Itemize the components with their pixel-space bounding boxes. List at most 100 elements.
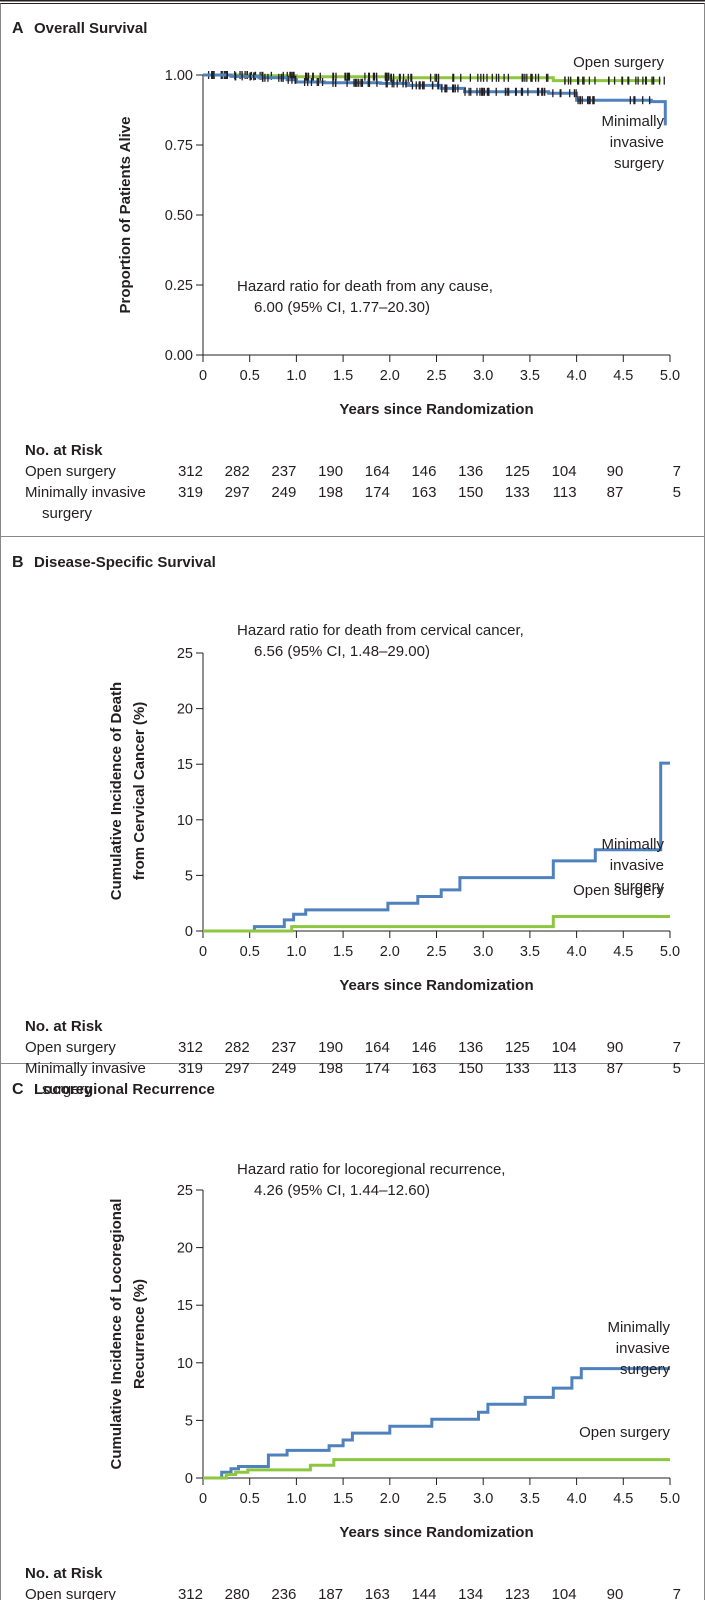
risk-count: 174: [365, 484, 390, 501]
risk-count: 5: [673, 1060, 681, 1077]
x-axis-title: Years since Randomization: [339, 977, 533, 994]
y-axis-title: Cumulative Incidence of Locoregional: [108, 1199, 125, 1470]
y-tick-label: 0.00: [165, 348, 193, 364]
risk-count: 312: [178, 1039, 203, 1056]
risk-count: 133: [505, 484, 530, 501]
series-label: invasive: [616, 1340, 670, 1357]
x-tick-label: 3.0: [473, 368, 493, 384]
x-tick-label: 4.5: [613, 1491, 633, 1507]
x-tick-label: 0.5: [240, 1491, 260, 1507]
risk-count: 297: [225, 1060, 250, 1077]
series-line-b: [203, 73, 667, 126]
risk-count: 190: [318, 463, 343, 480]
y-tick-label: 0.50: [165, 208, 193, 224]
y-tick-label: 10: [177, 1356, 193, 1372]
series-line-a: [203, 1367, 670, 1480]
risk-count: 163: [365, 1586, 390, 1600]
hazard-ratio-annotation: Hazard ratio for death from cervical can…: [237, 622, 524, 639]
risk-count: 104: [552, 463, 577, 480]
series-label: surgery: [614, 878, 665, 895]
x-tick-label: 3.5: [520, 368, 540, 384]
series-label: Open surgery: [573, 54, 664, 71]
y-tick-label: 20: [177, 1241, 193, 1257]
y-axis-title: Recurrence (%): [131, 1279, 148, 1389]
panel-b: B Disease-Specific Survival 0 5 10 15 20 25 0 0.5…: [12, 554, 681, 1098]
risk-count: 150: [458, 1060, 483, 1077]
risk-count: 249: [271, 1060, 296, 1077]
x-tick-label: 1.0: [286, 1491, 306, 1507]
x-tick-label: 5.0: [660, 1491, 680, 1507]
risk-row-label: Minimally invasive: [25, 1060, 146, 1077]
risk-row-label: Open surgery: [25, 463, 116, 480]
risk-table-heading: No. at Risk: [25, 1018, 103, 1035]
risk-count: 113: [553, 1060, 577, 1077]
x-tick-label: 2.5: [426, 944, 446, 960]
y-tick-label: 0: [185, 924, 193, 940]
y-tick-label: 15: [177, 757, 193, 773]
series-label: Minimally: [601, 836, 664, 853]
risk-count: 163: [411, 1060, 436, 1077]
risk-count: 237: [271, 1039, 296, 1056]
risk-table-heading: No. at Risk: [25, 442, 103, 459]
risk-count: 87: [607, 1060, 624, 1077]
risk-row-label: surgery: [42, 1081, 93, 1098]
series-label: Minimally: [607, 1319, 670, 1336]
x-tick-label: 5.0: [660, 944, 680, 960]
x-tick-label: 0: [199, 368, 207, 384]
x-tick-label: 2.5: [426, 368, 446, 384]
series-label: Minimally: [601, 113, 664, 130]
x-tick-label: 0.5: [240, 944, 260, 960]
y-tick-label: 0: [185, 1471, 193, 1487]
risk-count: 125: [505, 1039, 530, 1056]
risk-count: 312: [178, 1586, 203, 1600]
panel-a: A Overall Survival 0.00 0.25 0.50 0.75 1.00 0 0.…: [12, 20, 681, 522]
x-axis-title: Years since Randomization: [339, 401, 533, 418]
risk-count: 187: [318, 1586, 343, 1600]
risk-row-label: surgery: [42, 505, 93, 522]
risk-count: 125: [505, 463, 530, 480]
hazard-ratio-annotation: 6.56 (95% CI, 1.48–29.00): [254, 643, 430, 660]
hazard-ratio-annotation: 4.26 (95% CI, 1.44–12.60): [254, 1182, 430, 1199]
risk-count: 237: [271, 463, 296, 480]
risk-count: 87: [607, 484, 624, 501]
series-line-a: [203, 761, 670, 933]
risk-count: 190: [318, 1039, 343, 1056]
risk-count: 113: [553, 484, 577, 501]
series-label: Open surgery: [579, 1424, 670, 1441]
risk-table-heading: No. at Risk: [25, 1565, 103, 1582]
y-tick-label: 1.00: [165, 68, 193, 84]
y-axis-title: from Cervical Cancer (%): [131, 702, 148, 880]
panel-title: Locoregional Recurrence: [34, 1081, 215, 1098]
y-tick-label: 25: [177, 1183, 193, 1199]
x-tick-label: 4.0: [567, 368, 587, 384]
x-axis-title: Years since Randomization: [339, 1524, 533, 1541]
x-tick-label: 3.5: [520, 1491, 540, 1507]
y-tick-label: 25: [177, 646, 193, 662]
risk-count: 163: [411, 484, 436, 501]
x-tick-label: 1.5: [333, 1491, 353, 1507]
hazard-ratio-annotation: Hazard ratio for death from any cause,: [237, 278, 493, 295]
series-label: invasive: [610, 857, 664, 874]
panel-letter: B: [12, 554, 24, 571]
risk-count: 7: [673, 1586, 681, 1600]
panel-letter: A: [12, 20, 24, 37]
risk-count: 136: [458, 463, 483, 480]
series-label: surgery: [614, 155, 665, 172]
risk-count: 198: [318, 1060, 343, 1077]
hazard-ratio-annotation: 6.00 (95% CI, 1.77–20.30): [254, 299, 430, 316]
risk-count: 174: [365, 1060, 390, 1077]
x-tick-label: 1.5: [333, 368, 353, 384]
x-tick-label: 3.0: [473, 1491, 493, 1507]
risk-count: 312: [178, 463, 203, 480]
risk-count: 297: [225, 484, 250, 501]
x-tick-label: 1.0: [286, 368, 306, 384]
risk-count: 164: [365, 1039, 390, 1056]
risk-count: 280: [225, 1586, 250, 1600]
risk-count: 90: [607, 1586, 624, 1600]
x-tick-label: 1.0: [286, 944, 306, 960]
risk-count: 236: [271, 1586, 296, 1600]
risk-count: 134: [458, 1586, 483, 1600]
risk-row-label: Minimally invasive: [25, 484, 146, 501]
series-line-b: [203, 1458, 670, 1480]
